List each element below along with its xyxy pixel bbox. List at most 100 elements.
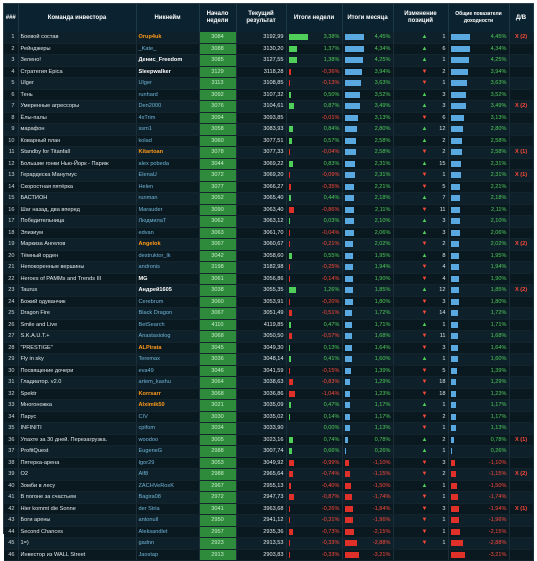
week-result-cell: -0,14% xyxy=(286,273,342,285)
total-result-cell-bar xyxy=(451,195,461,201)
month-result-cell-value: 2,31% xyxy=(375,172,391,178)
nickname-cell: _Kate_ xyxy=(136,43,199,55)
week-result-cell-bar xyxy=(289,322,292,328)
total-result-cell: -1,94% xyxy=(448,503,509,515)
arrow-down-icon: ▼ xyxy=(422,170,432,181)
month-result-cell: 0,26% xyxy=(342,446,393,458)
month-result-cell-value: 0,78% xyxy=(375,437,391,443)
week-start-cell: 2988 xyxy=(199,446,236,458)
position-change-value: 1 xyxy=(432,320,446,331)
month-result-cell: 1,17% xyxy=(342,411,393,423)
position-change-cell: ▼1 xyxy=(393,170,448,182)
total-result-cell: -2,88% xyxy=(448,538,509,550)
month-result-cell-value: 1,90% xyxy=(375,276,391,282)
team-name-cell: Fly in sky xyxy=(18,354,136,366)
week-result-cell: 0,84% xyxy=(286,124,342,136)
dd-cell xyxy=(509,549,533,561)
week-result-cell-value: -0,31% xyxy=(322,517,340,523)
position-change-cell: ▲1 xyxy=(393,400,448,412)
position-change-cell xyxy=(393,549,448,561)
position-change-value: 2 xyxy=(432,469,446,480)
team-name-cell: Зомби в лесу xyxy=(18,480,136,492)
arrow-up-icon: ▲ xyxy=(422,285,432,296)
month-result-cell-bar xyxy=(345,299,353,305)
nickname-cell: Anastasiolog xyxy=(136,331,199,343)
rank-cell: 35 xyxy=(4,423,18,435)
team-name-cell: Упахте за 30 дней. Перезагрузка. xyxy=(18,434,136,446)
total-result-cell-value: -1,10% xyxy=(489,460,507,466)
week-result-cell-bar xyxy=(289,379,294,385)
team-name-cell: марафон xyxy=(18,124,136,136)
week-result-cell-value: -0,25% xyxy=(322,264,340,270)
current-result-cell: 3049,92 xyxy=(236,457,286,469)
dd-cell: X (2) xyxy=(509,239,533,251)
week-result-cell: -0,73% xyxy=(286,526,342,538)
position-change-value: 1 xyxy=(432,538,446,549)
total-result-cell: 1,95% xyxy=(448,250,509,262)
week-result-cell-value: -0,33% xyxy=(322,540,340,546)
position-change-value: 1 xyxy=(432,32,446,43)
week-result-cell: -0,26% xyxy=(286,503,342,515)
week-result-cell-value: 0,66% xyxy=(324,448,340,454)
month-result-cell: 2,58% xyxy=(342,147,393,159)
dd-cell xyxy=(509,331,533,343)
rank-cell: 46 xyxy=(4,549,18,561)
arrow-up-icon: ▲ xyxy=(422,446,432,457)
current-result-cell: 3051,49 xyxy=(236,308,286,320)
total-result-cell-value: 4,25% xyxy=(491,57,507,63)
month-result-cell-value: 1,85% xyxy=(375,287,391,293)
nickname-cell: Den2000 xyxy=(136,101,199,113)
week-result-cell-value: 0,03% xyxy=(324,218,340,224)
week-result-cell: -0,04% xyxy=(286,147,342,159)
week-start-cell: 2967 xyxy=(199,480,236,492)
total-result-cell: 1,71% xyxy=(448,319,509,331)
week-result-cell-value: 0,84% xyxy=(324,126,340,132)
month-result-cell-bar xyxy=(345,552,359,558)
month-result-cell: -2,88% xyxy=(342,538,393,550)
month-result-cell-value: 1,39% xyxy=(375,368,391,374)
month-result-cell-bar xyxy=(345,517,354,523)
rank-cell: 16 xyxy=(4,204,18,216)
total-result-cell-bar xyxy=(451,184,461,190)
month-result-cell-value: -1,74% xyxy=(373,494,391,500)
position-change-cell: ▲8 xyxy=(393,250,448,262)
dd-cell: X (1) xyxy=(509,147,533,159)
team-name-cell: О2 xyxy=(18,469,136,481)
team-name-cell: Гладиатор. v2.0 xyxy=(18,377,136,389)
arrow-up-icon: ▲ xyxy=(422,90,432,101)
rank-cell: 37 xyxy=(4,446,18,458)
month-result-cell-value: 0,26% xyxy=(375,448,391,454)
total-result-cell: 1,72% xyxy=(448,308,509,320)
week-result-cell-bar xyxy=(289,540,291,546)
week-result-cell: -1,04% xyxy=(286,388,342,400)
week-result-cell-bar xyxy=(289,460,295,466)
month-result-cell-value: 3,13% xyxy=(375,115,391,121)
position-change-cell: ▼3 xyxy=(393,342,448,354)
month-result-cell: 3,52% xyxy=(342,89,393,101)
col-header-total: Общие показатели доходности xyxy=(448,4,509,32)
month-result-cell: 4,25% xyxy=(342,55,393,67)
nickname-cell: Cerebrum xyxy=(136,296,199,308)
total-result-cell-bar xyxy=(451,506,460,512)
col-header-dd: Д/В xyxy=(509,4,533,32)
week-result-cell: -0,40% xyxy=(286,480,342,492)
position-change-cell: ▼5 xyxy=(393,181,448,193)
week-result-cell-value: -0,35% xyxy=(322,184,340,190)
total-result-cell-bar xyxy=(451,552,465,558)
team-name-cell: Парус xyxy=(18,411,136,423)
total-result-cell-value: 1,13% xyxy=(491,425,507,431)
total-result-cell: 2,18% xyxy=(448,193,509,205)
team-name-cell: Dragon Fire xyxy=(18,308,136,320)
week-result-cell-bar xyxy=(289,529,293,535)
dd-cell xyxy=(509,423,533,435)
total-result-cell-bar xyxy=(451,218,460,224)
week-start-cell: 3058 xyxy=(199,124,236,136)
col-header-month: Итоги месяца xyxy=(342,4,393,32)
week-result-cell: 0,03% xyxy=(286,216,342,228)
week-result-cell-bar xyxy=(289,437,293,443)
